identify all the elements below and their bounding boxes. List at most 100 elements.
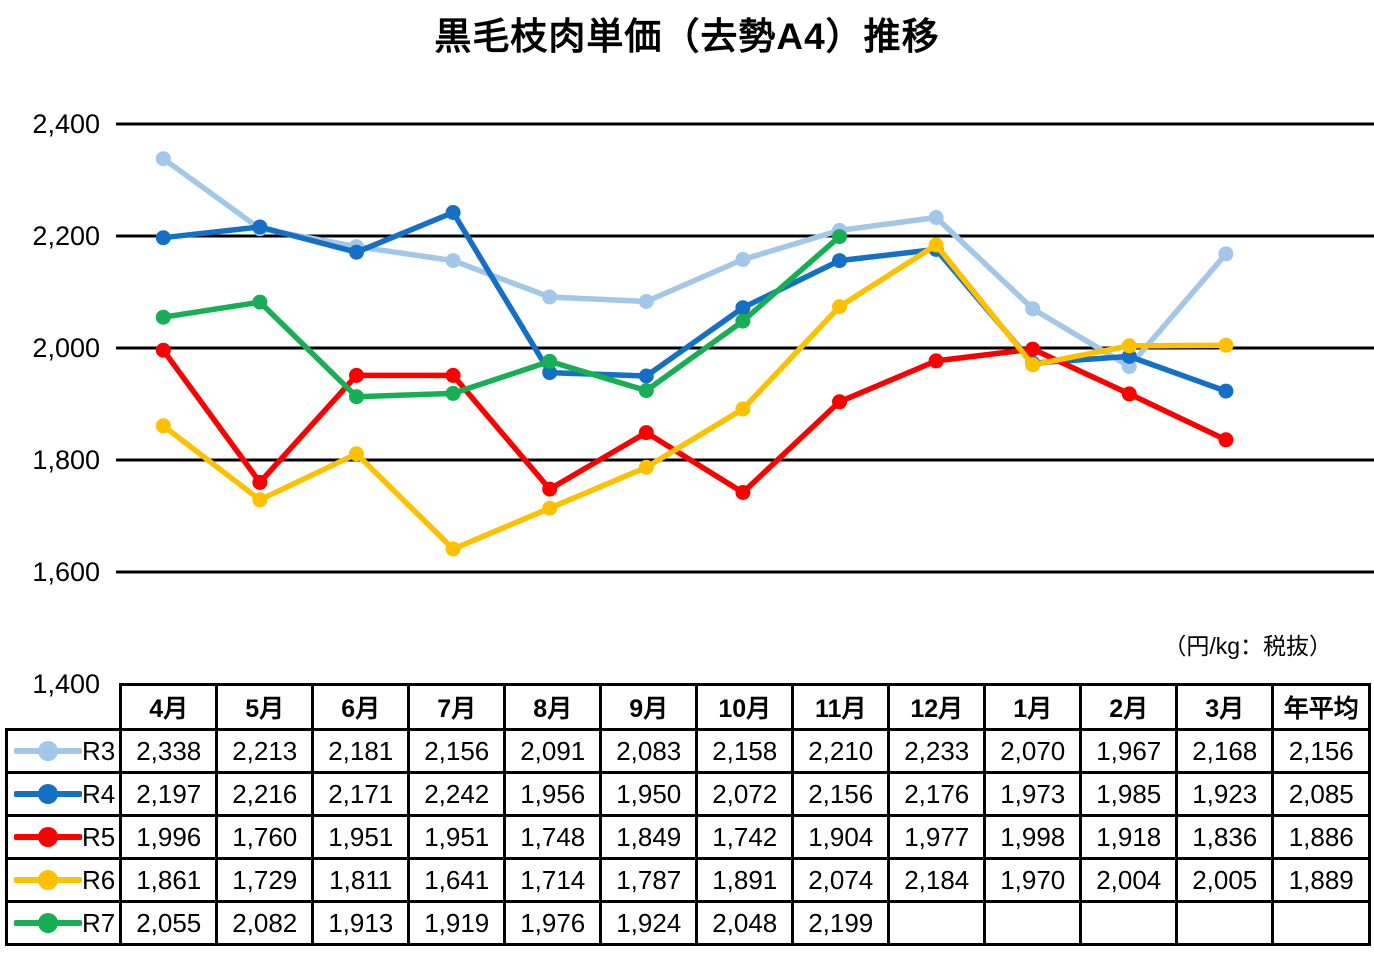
series-marker-R3 <box>1218 246 1234 262</box>
series-line-R6 <box>160 242 1229 552</box>
average-value-cell: 2,156 <box>1271 728 1372 774</box>
month-header-cell: 5月 <box>215 683 315 731</box>
table-row-R4: R4 2,197 2,216 2,171 2,242 1,956 1,950 2,072 2,1… <box>4 771 1372 817</box>
series-label: R6 <box>82 864 116 895</box>
table-header-row: 4月 5月 6月 7月 8月 9月 10月 11月 12月 1月 2月 3月 年平均 <box>7 683 1372 731</box>
value-cell: 1,998 <box>983 814 1083 860</box>
average-value-cell: 1,886 <box>1271 814 1372 860</box>
series-legend-swatch-icon <box>14 870 82 890</box>
series-marker-R7 <box>638 383 654 399</box>
series-legend-cell: R3 <box>4 728 123 774</box>
series-label: R3 <box>82 735 116 766</box>
month-header-cell: 10月 <box>695 683 795 731</box>
value-cell <box>1175 900 1275 946</box>
series-marker-R5 <box>542 481 558 497</box>
average-value-cell <box>1271 900 1372 946</box>
average-value-cell: 2,085 <box>1271 771 1372 817</box>
series-legend-cell: R7 <box>4 900 123 946</box>
value-cell: 2,156 <box>407 728 507 774</box>
value-cell: 1,787 <box>599 857 699 903</box>
series-marker-R5 <box>1025 341 1041 357</box>
y-axis-tick-label: 1,400 <box>32 669 100 699</box>
series-marker-R3 <box>155 151 171 167</box>
series-marker-R5 <box>735 485 751 500</box>
series-marker-R3 <box>445 253 461 269</box>
series-marker-R5 <box>832 394 847 410</box>
series-marker-R6 <box>445 541 461 557</box>
average-value-cell: 1,889 <box>1271 857 1372 903</box>
value-cell: 1,641 <box>407 857 507 903</box>
series-marker-R5 <box>252 474 268 490</box>
value-cell <box>887 900 987 946</box>
series-legend-swatch-icon <box>14 784 82 804</box>
value-cell <box>983 900 1083 946</box>
value-cell: 1,918 <box>1079 814 1179 860</box>
series-legend-cell: R6 <box>4 857 123 903</box>
series-marker-R5 <box>155 342 171 358</box>
value-cell: 2,156 <box>791 771 891 817</box>
value-cell: 2,005 <box>1175 857 1275 903</box>
value-cell: 1,950 <box>599 771 699 817</box>
value-cell: 1,951 <box>311 814 411 860</box>
value-cell: 1,742 <box>695 814 795 860</box>
data-table: 4月 5月 6月 7月 8月 9月 10月 11月 12月 1月 2月 3月 年平均 R3 2,338 2,… <box>4 683 1372 946</box>
series-marker-R4 <box>155 230 171 246</box>
series-label: R4 <box>82 778 116 809</box>
value-cell: 1,913 <box>311 900 411 946</box>
month-header-cell: 6月 <box>311 683 411 731</box>
series-marker-R3 <box>1025 301 1041 317</box>
value-cell: 1,956 <box>503 771 603 817</box>
value-cell: 1,977 <box>887 814 987 860</box>
value-cell: 2,242 <box>407 771 507 817</box>
series-legend-swatch-icon <box>14 827 82 847</box>
value-cell: 2,171 <box>311 771 411 817</box>
value-cell: 2,091 <box>503 728 603 774</box>
table-row-R5: R5 1,996 1,760 1,951 1,951 1,748 1,849 1,742 1,9… <box>4 814 1372 860</box>
series-marker-R6 <box>735 401 751 417</box>
series-marker-R4 <box>735 300 751 316</box>
series-marker-R4 <box>349 244 364 260</box>
month-header-cell: 8月 <box>503 683 603 731</box>
value-cell: 2,181 <box>311 728 411 774</box>
month-header-cell: 12月 <box>887 683 987 731</box>
series-marker-R6 <box>1025 357 1041 373</box>
series-marker-R7 <box>349 389 364 405</box>
series-marker-R7 <box>445 385 461 401</box>
value-cell: 2,048 <box>695 900 795 946</box>
value-cell: 1,951 <box>407 814 507 860</box>
value-cell: 2,197 <box>119 771 219 817</box>
value-cell: 2,072 <box>695 771 795 817</box>
value-cell: 2,082 <box>215 900 315 946</box>
page-title: 黒毛枝肉単価（去勢A4）推移 <box>434 16 940 57</box>
value-cell: 2,083 <box>599 728 699 774</box>
value-cell: 2,184 <box>887 857 987 903</box>
value-cell: 2,176 <box>887 771 987 817</box>
series-marker-R4 <box>638 368 654 384</box>
value-cell: 1,919 <box>407 900 507 946</box>
series-marker-R7 <box>155 309 171 325</box>
series-marker-R6 <box>542 500 558 516</box>
month-header-cell: 7月 <box>407 683 507 731</box>
value-cell: 2,338 <box>119 728 219 774</box>
value-cell: 1,891 <box>695 857 795 903</box>
value-cell: 1,904 <box>791 814 891 860</box>
value-cell: 2,168 <box>1175 728 1275 774</box>
average-header-cell: 年平均 <box>1271 683 1372 731</box>
series-marker-R6 <box>832 299 847 315</box>
series-marker-R7 <box>832 229 847 245</box>
series-marker-R7 <box>542 353 558 369</box>
value-cell: 1,924 <box>599 900 699 946</box>
series-marker-R3 <box>542 289 558 305</box>
value-cell: 2,055 <box>119 900 219 946</box>
series-marker-R4 <box>1218 383 1234 399</box>
value-cell: 1,729 <box>215 857 315 903</box>
value-cell: 1,996 <box>119 814 219 860</box>
month-header-cell: 11月 <box>791 683 891 731</box>
series-marker-R6 <box>1121 338 1137 354</box>
value-cell: 2,233 <box>887 728 987 774</box>
series-legend-cell: R4 <box>4 771 123 817</box>
table-row-R7: R7 2,055 2,082 1,913 1,919 1,976 1,924 2,048 2,1… <box>4 900 1372 946</box>
value-cell: 2,004 <box>1079 857 1179 903</box>
